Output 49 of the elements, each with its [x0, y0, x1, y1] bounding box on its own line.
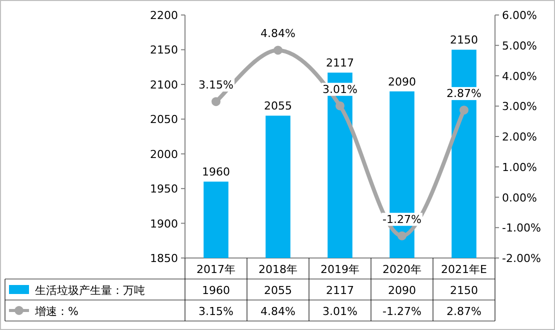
y2-tick-label: 1.00%	[502, 160, 537, 174]
text: 2150	[450, 34, 478, 47]
y-tick-label: 1950	[150, 182, 178, 196]
text: 2.87%	[446, 87, 482, 100]
y2-tick-label: 5.00%	[502, 39, 537, 52]
text: -1.27%	[382, 212, 422, 226]
data-label: -1.27%	[382, 305, 422, 318]
y-tick-label: 2100	[150, 78, 178, 92]
data-label: 2090	[388, 284, 416, 297]
x-tick-label: 2018年	[258, 263, 298, 276]
point	[460, 106, 468, 115]
x-tick-label: 2020年	[382, 263, 422, 276]
text: 4.84%	[260, 27, 296, 40]
x-tick-label: 2021年E	[441, 263, 488, 276]
x-tick-label: 2017年	[196, 263, 236, 276]
x-tick-label: 2019年	[320, 263, 360, 276]
point	[398, 231, 406, 240]
y2-tick-label: -1.00%	[502, 222, 541, 235]
data-label: 2.87%	[446, 305, 482, 318]
y-tick-label: 2200	[150, 9, 178, 22]
legend-label: 生活垃圾产生量：万吨	[35, 284, 145, 297]
y2-tick-label: 2.00%	[502, 130, 537, 144]
y2-tick-label: 6.00%	[502, 9, 537, 22]
text: 2055	[264, 100, 292, 113]
y-tick-label: 2050	[150, 113, 178, 126]
y2-tick-label: -2.00%	[502, 252, 541, 265]
text: 1960	[202, 166, 230, 179]
text: 2090	[388, 75, 416, 88]
y2-tick-label: 4.00%	[502, 70, 537, 83]
data-label: 4.84%	[260, 305, 296, 318]
y2-tick-label: 0.00%	[502, 191, 537, 204]
y-tick-label: 2000	[150, 148, 178, 161]
y-tick-label: 1850	[150, 252, 178, 265]
data-label: 2117	[326, 284, 354, 297]
y-tick-label: 1900	[150, 217, 178, 230]
point	[274, 46, 282, 55]
data-label: 3.01%	[322, 305, 358, 318]
data-label: 2055	[264, 284, 292, 297]
y2-tick-label: 3.00%	[502, 100, 537, 114]
text: 2117	[326, 56, 354, 70]
legend-label: 增速：%	[34, 305, 78, 318]
data-label: 2150	[450, 284, 478, 297]
y-tick-label: 2150	[150, 44, 178, 57]
data-label: 1960	[202, 284, 230, 297]
point	[212, 97, 220, 106]
text: 3.01%	[322, 82, 358, 96]
point	[336, 101, 344, 110]
data-label: 3.15%	[198, 305, 234, 318]
text: 3.15%	[198, 78, 234, 92]
